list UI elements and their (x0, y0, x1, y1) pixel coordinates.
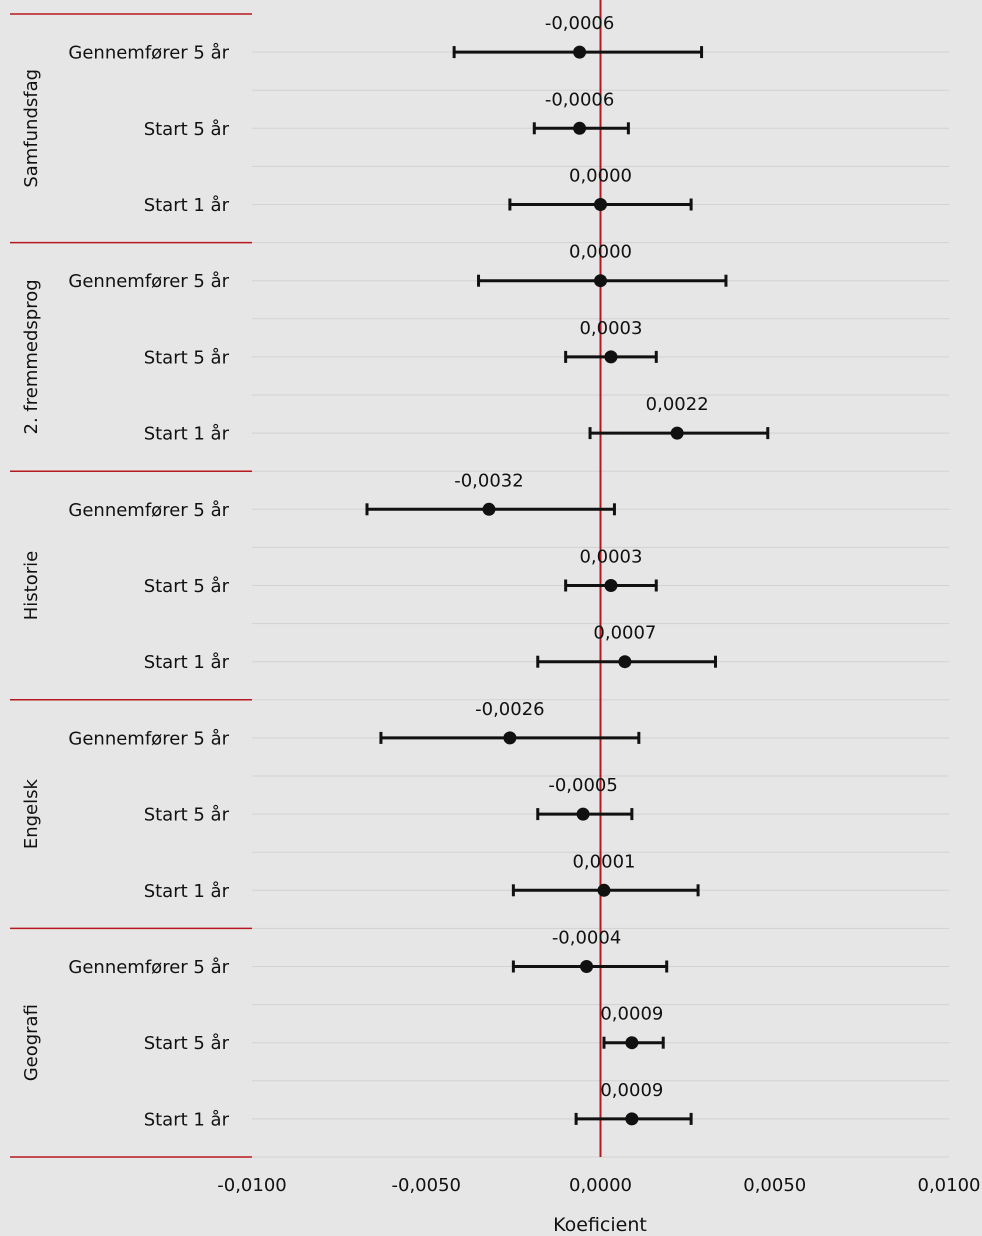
coefficient-point (482, 502, 496, 516)
value-label: 0,0009 (600, 1080, 663, 1101)
coefficient-point (618, 655, 632, 669)
labels-layer: Samfundsfag Gennemfører 5 år -0,0006 Start … (21, 13, 709, 1130)
value-label: -0,0004 (552, 928, 621, 949)
x-axis-title: Koeficient (553, 1214, 647, 1236)
row-label: Start 5 år (144, 805, 230, 826)
coefficient-point (573, 45, 587, 59)
value-label: -0,0006 (545, 89, 614, 110)
coefficient-point (670, 426, 684, 440)
group-label: Historie (21, 551, 42, 620)
value-label: 0,0009 (600, 1004, 663, 1025)
row-label: Start 1 år (144, 195, 230, 216)
row-label: Start 1 år (144, 424, 230, 445)
coefficient-point (604, 350, 618, 364)
coefficient-point (573, 121, 587, 135)
x-tick-label: 0,0000 (569, 1175, 632, 1196)
coefficient-point (594, 198, 607, 211)
group-label: Samfundsfag (21, 69, 42, 188)
value-label: 0,0022 (646, 394, 709, 415)
row-label: Start 1 år (144, 881, 230, 902)
x-tick-label: -0,0050 (392, 1175, 461, 1196)
row-label: Start 1 år (144, 1109, 230, 1130)
row-label: Gennemfører 5 år (68, 500, 229, 521)
coefficient-point (625, 1112, 639, 1126)
row-label: Gennemfører 5 år (68, 957, 229, 978)
marks-layer (365, 45, 770, 1126)
value-label: -0,0032 (454, 470, 523, 491)
row-label: Start 1 år (144, 652, 230, 673)
coefficient-point (503, 731, 517, 745)
row-label: Start 5 år (144, 347, 230, 368)
value-label: 0,0001 (572, 851, 635, 872)
row-label: Start 5 år (144, 119, 230, 140)
value-label: -0,0026 (475, 699, 544, 720)
value-label: -0,0005 (548, 775, 617, 796)
x-axis: -0,0100 -0,0050 0,0000 0,0050 0,0100 (217, 1175, 980, 1196)
coefficient-point (625, 1036, 639, 1050)
x-tick-label: 0,0050 (743, 1175, 806, 1196)
value-label: 0,0003 (579, 318, 642, 339)
value-label: 0,0000 (569, 242, 632, 263)
row-label: Gennemfører 5 år (68, 728, 229, 749)
coefficient-point (576, 807, 590, 821)
group-label: Geografi (21, 1004, 42, 1081)
row-label: Start 5 år (144, 576, 230, 597)
x-tick-label: 0,0100 (918, 1175, 981, 1196)
coefficient-point (597, 883, 611, 897)
coefficient-point (594, 274, 607, 288)
value-label: 0,0000 (569, 166, 632, 187)
coefficient-point (604, 579, 618, 592)
group-label: 2. fremmedsprog (21, 279, 42, 434)
row-label: Start 5 år (144, 1033, 230, 1054)
value-label: 0,0003 (579, 547, 642, 568)
row-label: Gennemfører 5 år (68, 271, 229, 292)
group-separators (10, 13, 252, 1158)
row-label: Gennemfører 5 år (68, 43, 229, 64)
value-label: -0,0006 (545, 13, 614, 34)
x-tick-label: -0,0100 (217, 1175, 286, 1196)
value-label: 0,0007 (593, 623, 656, 644)
coefficient-point (580, 960, 594, 973)
group-label: Engelsk (21, 778, 42, 849)
